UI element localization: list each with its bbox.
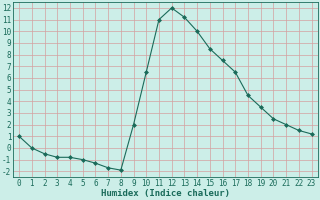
X-axis label: Humidex (Indice chaleur): Humidex (Indice chaleur) bbox=[101, 189, 230, 198]
